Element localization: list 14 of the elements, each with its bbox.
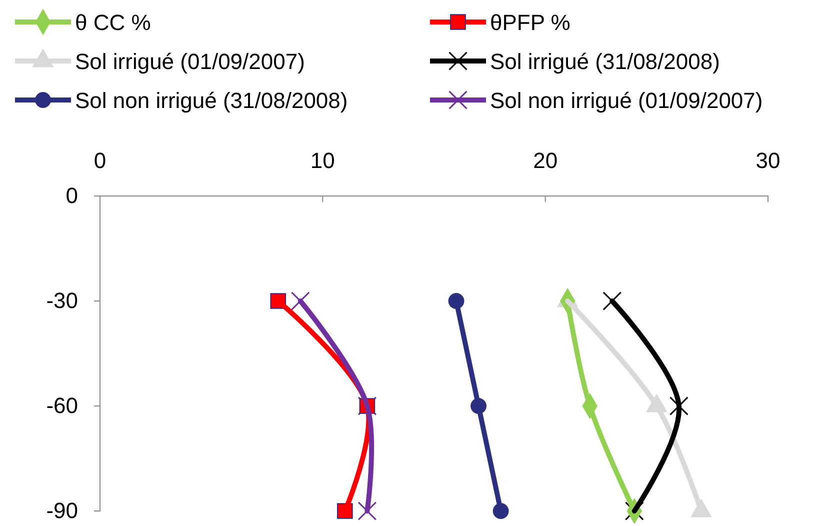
legend-label: Sol irrigué (31/08/2008) (490, 49, 720, 74)
y-tick-label: -30 (46, 288, 78, 314)
legend-label: θ CC % (75, 10, 151, 35)
legend-label: Sol non irrigué (01/09/2007) (490, 88, 763, 113)
y-tick-label: -90 (46, 498, 78, 524)
y-tick-label: -60 (46, 393, 78, 418)
x-tick-label: 0 (94, 148, 106, 173)
legend-label: Sol non irrigué (31/08/2008) (75, 88, 348, 113)
y-tick-label: 0 (66, 183, 78, 208)
legend-label: Sol irrigué (01/09/2007) (75, 49, 305, 74)
x-tick-label: 30 (756, 148, 780, 173)
x-tick-label: 10 (310, 148, 335, 173)
legend-label: θPFP % (490, 10, 570, 35)
x-tick-label: 20 (533, 148, 558, 173)
